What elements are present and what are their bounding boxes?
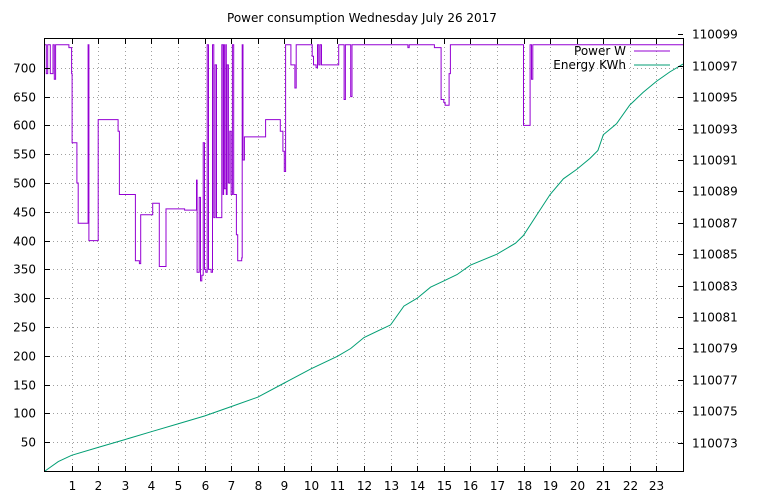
- y-tick-label: 150: [13, 379, 36, 393]
- legend: Power W Energy KWh: [553, 44, 670, 72]
- y2-tick-label: 110077: [692, 374, 738, 388]
- x-tick-label: 5: [175, 479, 183, 493]
- y-tick-label: 50: [21, 436, 36, 450]
- y2-tick-label: 110097: [692, 60, 738, 74]
- series-layer: [44, 44, 684, 472]
- y-tick-label: 100: [13, 407, 36, 421]
- series-line-energy: [44, 63, 684, 472]
- x-tick-label: 23: [649, 479, 664, 493]
- y2-tick-label: 110087: [692, 217, 738, 231]
- x-tick-label: 21: [596, 479, 611, 493]
- y-tick-label: 550: [13, 148, 36, 162]
- x-tick-label: 12: [357, 479, 372, 493]
- y2-tick-label: 110085: [692, 248, 738, 262]
- x-tick-label: 7: [228, 479, 236, 493]
- x-tick-label: 1: [69, 479, 77, 493]
- y2-tick-label: 110091: [692, 154, 738, 168]
- y-tick-label: 250: [13, 321, 36, 335]
- y2-tick-label: 110089: [692, 185, 738, 199]
- y-tick-label: 200: [13, 350, 36, 364]
- x-tick-label: 11: [330, 479, 345, 493]
- x-tick-label: 4: [148, 479, 156, 493]
- plot-frame: [44, 38, 684, 472]
- x-tick-label: 19: [543, 479, 558, 493]
- y2-tick-label: 110073: [692, 437, 738, 451]
- x-tick-label: 22: [623, 479, 638, 493]
- y-tick-label: 700: [13, 62, 36, 76]
- y2-tick-label: 110075: [692, 405, 738, 419]
- y2-tick-label: 110081: [692, 311, 738, 325]
- y-tick-label: 400: [13, 235, 36, 249]
- y-tick-label: 450: [13, 206, 36, 220]
- x-tick-label: 13: [384, 479, 399, 493]
- y-tick-label: 350: [13, 263, 36, 277]
- y-tick-label: 650: [13, 91, 36, 105]
- x-tick-label: 6: [202, 479, 210, 493]
- y2-tick-label: 110095: [692, 91, 738, 105]
- x-tick-label: 14: [410, 479, 425, 493]
- y2-tick-label: 110083: [692, 280, 738, 294]
- grid-lines: [45, 39, 683, 471]
- y2-tick-label: 110079: [692, 342, 738, 356]
- y-tick-label: 600: [13, 119, 36, 133]
- y-tick-label: 500: [13, 177, 36, 191]
- x-tick-label: 17: [490, 479, 505, 493]
- x-tick-label: 15: [437, 479, 452, 493]
- series-line-power: [45, 44, 683, 282]
- x-tick-label: 10: [304, 479, 319, 493]
- legend-label-power: Power W: [574, 44, 626, 58]
- x-tick-label: 16: [463, 479, 478, 493]
- tick-labels: 1 2 3 4 5 6 7 8 9 10 11 12 13 14 15 16 17 18 19 20 21 22 23501…: [13, 28, 738, 494]
- y-tick-label: 300: [13, 292, 36, 306]
- x-tick-label: 18: [517, 479, 532, 493]
- chart-title: Power consumption Wednesday July 26 2017: [227, 11, 497, 25]
- x-tick-label: 8: [255, 479, 263, 493]
- x-tick-label: 3: [122, 479, 130, 493]
- y2-tick-label: 110099: [692, 28, 738, 42]
- legend-label-energy: Energy KWh: [553, 58, 626, 72]
- x-tick-label: 9: [281, 479, 289, 493]
- x-tick-label: 2: [95, 479, 103, 493]
- y2-tick-label: 110093: [692, 123, 738, 137]
- x-tick-label: 20: [570, 479, 585, 493]
